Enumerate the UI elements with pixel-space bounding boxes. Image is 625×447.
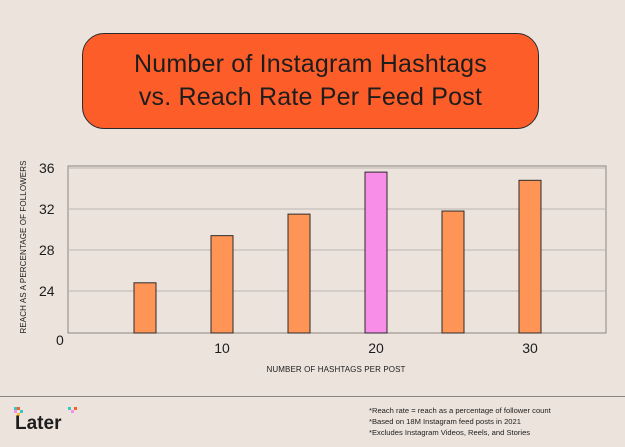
y-axis-label: REACH AS A PERCENTAGE OF FOLLOWERS — [19, 160, 28, 333]
x-tick-label: 10 — [214, 340, 230, 356]
title-line-2: vs. Reach Rate Per Feed Post — [138, 83, 483, 111]
later-logo: Later — [14, 407, 77, 434]
footnote-2: *Based on 18M Instagram feed posts in 20… — [369, 417, 521, 426]
x-tick-label: 30 — [522, 340, 538, 356]
y-tick-label: 28 — [39, 242, 55, 258]
bar-15 — [287, 213, 311, 334]
logo-wordmark: Later — [15, 413, 62, 434]
bar-30 — [518, 179, 542, 334]
bar-10 — [210, 235, 234, 334]
bar-chart: 24 28 32 36 0 10 20 30 NUMBER OF HASHTAGS PER P… — [19, 160, 607, 374]
bar-20 — [364, 171, 388, 334]
bars — [133, 171, 542, 334]
bar-25 — [441, 210, 465, 334]
x-axis-label: NUMBER OF HASHTAGS PER POST — [266, 365, 405, 374]
footnotes: *Reach rate = reach as a percentage of f… — [369, 405, 609, 438]
y-tick-label: 36 — [39, 160, 55, 176]
chart-title: Number of Instagram Hashtags vs. Reach R… — [82, 33, 539, 129]
y-tick-label-zero: 0 — [56, 332, 64, 348]
y-tick-label: 32 — [39, 201, 55, 217]
grid-lines — [67, 165, 607, 334]
footer-divider — [0, 396, 625, 397]
bar-5 — [133, 282, 157, 334]
tick-labels: 24 28 32 36 0 10 20 30 — [39, 160, 538, 356]
logo-pixel-mark — [14, 407, 77, 416]
footnote-1: *Reach rate = reach as a percentage of f… — [369, 406, 551, 415]
footnote-3: *Excludes Instagram Videos, Reels, and S… — [369, 428, 531, 437]
y-tick-label: 24 — [39, 283, 55, 299]
x-tick-label: 20 — [368, 340, 384, 356]
title-line-1: Number of Instagram Hashtags — [134, 50, 487, 78]
